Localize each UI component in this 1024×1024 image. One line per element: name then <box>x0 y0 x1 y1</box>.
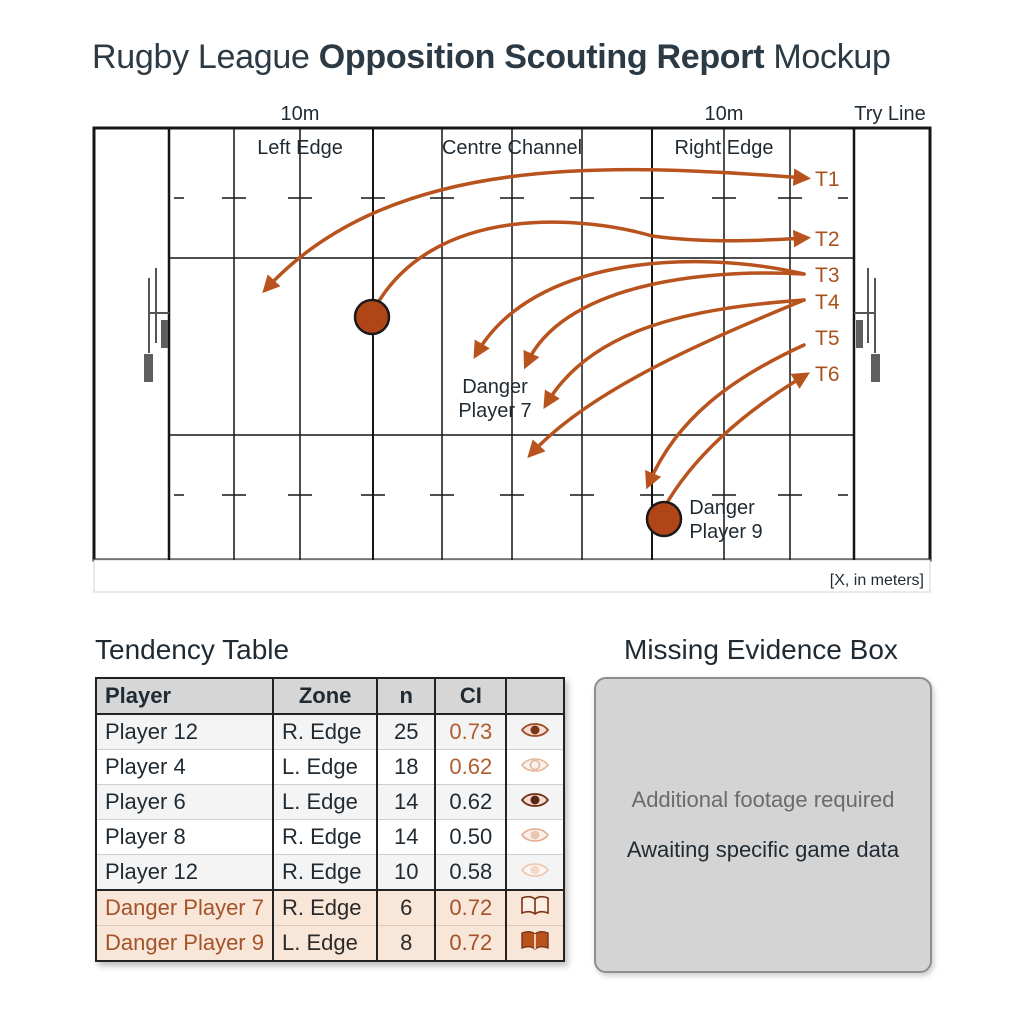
cell-ci: 0.50 <box>435 819 508 855</box>
cell-ci: 0.72 <box>435 925 508 962</box>
cell-ci: 0.62 <box>435 784 508 820</box>
target-t2: T2 <box>815 228 840 251</box>
axis-note: [X, in meters] <box>830 572 924 589</box>
target-t5: T5 <box>815 327 840 350</box>
book-open-icon <box>521 895 550 915</box>
title-part-2: Opposition Scouting Report <box>318 38 765 76</box>
cell-n: 18 <box>377 749 437 785</box>
cell-n: 10 <box>377 854 437 891</box>
header-icon <box>506 678 564 715</box>
cell-player: Danger Player 7 <box>96 889 274 926</box>
pitch-svg: 10m 10m Try Line <box>92 103 932 593</box>
cell-player: Danger Player 9 <box>96 925 274 962</box>
cell-player: Player 12 <box>96 714 274 750</box>
tendency-table-title: Tendency Table <box>95 634 290 665</box>
title-part-1: Rugby League <box>92 38 319 76</box>
cell-player: Player 12 <box>96 854 274 891</box>
table-row[interactable]: Player 12 R. Edge 10 0.58 <box>96 854 564 891</box>
cell-player: Player 4 <box>96 749 274 785</box>
table-row[interactable]: Player 12 R. Edge 25 0.73 <box>96 714 564 750</box>
cell-n: 14 <box>377 784 437 820</box>
eye-icon <box>521 863 550 877</box>
cell-zone: R. Edge <box>272 714 379 750</box>
cell-zone: L. Edge <box>272 784 379 820</box>
cell-ci: 0.72 <box>435 889 508 926</box>
missing-evidence-box: Additional footage required Awaiting spe… <box>594 677 932 973</box>
pitch-footer-strip <box>93 559 931 593</box>
zone-left-edge: Left Edge <box>257 137 343 159</box>
arrow-t3b <box>523 271 806 370</box>
danger-9-line2: Player 9 <box>689 521 762 543</box>
cell-zone: L. Edge <box>272 749 379 785</box>
evidence-line-1: Additional footage required <box>631 787 895 812</box>
arrow-t6 <box>662 372 811 510</box>
cell-player: Player 8 <box>96 819 274 855</box>
book-filled-icon <box>521 930 549 950</box>
arrow-t3a <box>473 259 806 360</box>
cell-zone: R. Edge <box>272 819 379 855</box>
player-marker-9 <box>645 500 683 538</box>
table-row[interactable]: Player 6 L. Edge 14 0.62 <box>96 784 564 820</box>
table-row[interactable]: Danger Player 7 R. Edge 6 0.72 <box>96 889 564 926</box>
target-t4: T4 <box>815 291 840 314</box>
arrow-paths <box>262 167 811 510</box>
header-ci: CI <box>435 678 508 715</box>
cell-player: Player 6 <box>96 784 274 820</box>
header-player: Player <box>96 678 274 715</box>
label-try-line: Try Line <box>854 103 926 125</box>
target-t3: T3 <box>815 264 840 287</box>
danger-7-line1: Danger <box>462 376 528 398</box>
cell-ci: 0.73 <box>435 714 508 750</box>
cell-ci: 0.62 <box>435 749 508 785</box>
header-n: n <box>377 678 437 715</box>
left-goal-posts-icon <box>144 268 169 382</box>
arrow-t4b <box>527 298 806 459</box>
arrow-t1 <box>262 167 811 294</box>
title-part-3: Mockup <box>764 38 891 76</box>
eye-icon <box>521 723 550 737</box>
cell-zone: L. Edge <box>272 925 379 962</box>
target-t6: T6 <box>815 363 840 386</box>
cell-ci: 0.58 <box>435 854 508 891</box>
zone-centre-channel: Centre Channel <box>442 137 582 159</box>
page-title: Rugby League Opposition Scouting Report … <box>92 38 891 77</box>
cell-n: 14 <box>377 819 437 855</box>
table-row[interactable]: Player 4 L. Edge 18 0.62 <box>96 749 564 785</box>
cell-n: 25 <box>377 714 437 750</box>
target-t1: T1 <box>815 168 840 191</box>
cell-zone: R. Edge <box>272 889 379 926</box>
player-marker-7 <box>353 298 391 336</box>
danger-9-line1: Danger <box>689 497 755 519</box>
cell-n: 6 <box>377 889 437 926</box>
eye-icon <box>521 758 550 772</box>
table-row[interactable]: Player 8 R. Edge 14 0.50 <box>96 819 564 855</box>
eye-icon <box>521 828 550 842</box>
label-left-10m: 10m <box>281 103 320 125</box>
missing-evidence-title: Missing Evidence Box <box>624 634 898 665</box>
tendency-table: Player Zone n CI Player 12 R. Edge 25 0.… <box>95 677 565 962</box>
pitch-diagram: 10m 10m Try Line <box>92 98 932 596</box>
cell-zone: R. Edge <box>272 854 379 891</box>
arrow-t2 <box>370 220 811 315</box>
table-row[interactable]: Danger Player 9 L. Edge 8 0.72 <box>96 925 564 962</box>
eye-icon <box>521 793 550 807</box>
danger-7-line2: Player 7 <box>458 400 531 422</box>
zone-right-edge: Right Edge <box>675 137 774 159</box>
header-zone: Zone <box>272 678 379 715</box>
right-goal-posts-icon <box>854 268 880 382</box>
label-right-10m: 10m <box>705 103 744 125</box>
cell-n: 8 <box>377 925 437 962</box>
arrow-t4a <box>543 298 806 409</box>
evidence-line-2: Awaiting specific game data <box>626 837 900 862</box>
arrow-t5 <box>645 343 806 490</box>
